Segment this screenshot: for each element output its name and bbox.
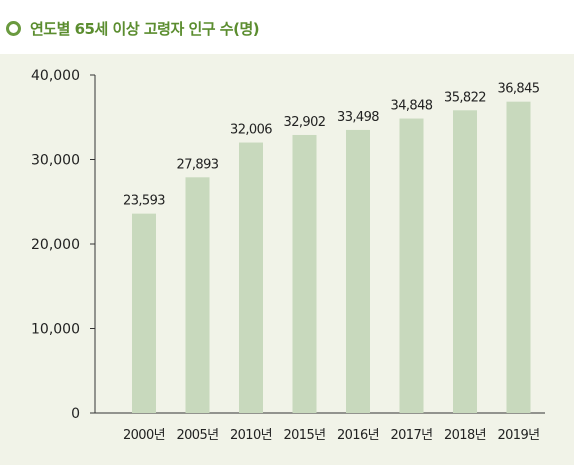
x-tick-label: 2018년: [444, 428, 486, 443]
bar: [453, 110, 477, 413]
x-tick-label: 2015년: [283, 428, 325, 443]
chart-title: 연도별 65세 이상 고령자 인구 수(명): [30, 19, 260, 38]
x-tick-label: 2016년: [337, 428, 379, 443]
y-tick-label: 30,000: [31, 153, 80, 169]
y-tick-label: 40,000: [31, 68, 80, 84]
x-tick-label: 2000년: [123, 428, 165, 443]
x-tick-label: 2010년: [230, 428, 272, 443]
y-tick-label: 20,000: [31, 237, 80, 253]
x-tick-label: 2005년: [176, 428, 218, 443]
x-tick-label: 2019년: [497, 428, 539, 443]
chart-panel: [0, 54, 574, 465]
bar-value-label: 23,593: [123, 194, 165, 209]
bar: [239, 142, 263, 413]
bar: [399, 118, 424, 414]
chart-title-row: 연도별 65세 이상 고령자 인구 수(명): [6, 16, 260, 40]
bar-value-label: 36,845: [498, 82, 540, 97]
bar-value-label: 32,902: [284, 115, 326, 130]
circle-bullet-icon: [6, 20, 21, 36]
y-tick-label: 10,000: [31, 322, 80, 338]
y-tick-label: 0: [71, 406, 80, 422]
bar-value-label: 32,006: [230, 123, 272, 138]
bar-value-label: 27,893: [177, 157, 219, 172]
bar: [346, 129, 370, 413]
bar-value-label: 34,848: [391, 99, 433, 114]
bar: [185, 177, 210, 413]
bar: [292, 134, 317, 414]
bar-value-label: 35,822: [444, 90, 486, 105]
bar: [132, 213, 156, 413]
bar: [506, 101, 531, 413]
bar-value-label: 33,498: [337, 110, 379, 125]
x-tick-label: 2017년: [390, 428, 432, 443]
